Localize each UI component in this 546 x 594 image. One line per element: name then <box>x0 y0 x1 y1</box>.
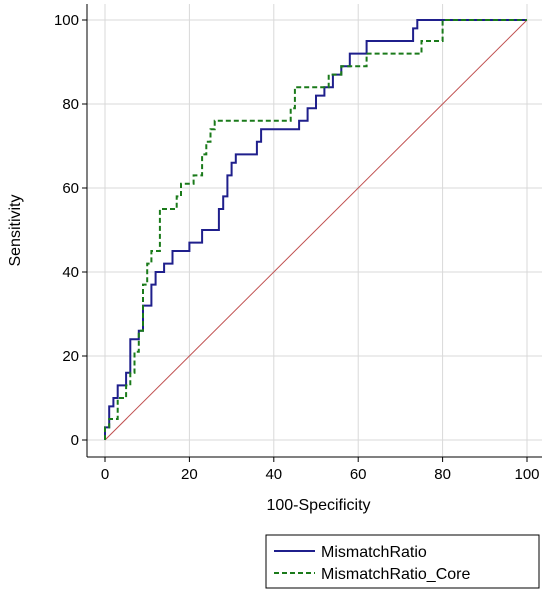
series-line-mismatchratio <box>104 19 527 440</box>
x-tick-label-3: 60 <box>350 466 367 483</box>
legend-label-0: MismatchRatio <box>321 544 427 561</box>
y-tick-label-4: 80 <box>62 96 79 113</box>
y-tick-label-1: 20 <box>62 348 79 365</box>
legend-box <box>265 534 540 589</box>
y-tick-label-5: 100 <box>54 12 79 29</box>
series-line-mismatchratio-core <box>104 19 527 440</box>
reference-line <box>104 19 528 441</box>
x-tick-label-1: 20 <box>181 466 198 483</box>
y-axis-label: Sensitivity <box>7 194 24 266</box>
x-axis-label: 100-Specificity <box>266 497 370 514</box>
tick-labels: 0 20 40 60 80 100 0 20 40 60 80 100 <box>54 12 540 483</box>
legend-label-1: MismatchRatio_Core <box>321 566 470 583</box>
reference-diagonal <box>104 19 528 441</box>
axes <box>86 4 542 458</box>
grid <box>87 4 542 457</box>
series-lines <box>104 19 527 440</box>
legend: MismatchRatio MismatchRatio_Core <box>265 534 540 589</box>
y-tick-label-3: 60 <box>62 180 79 197</box>
x-tick-label-4: 80 <box>434 466 451 483</box>
x-tick-label-2: 40 <box>265 466 282 483</box>
x-tick-label-5: 100 <box>514 466 539 483</box>
y-tick-label-2: 40 <box>62 264 79 281</box>
x-tick-label-0: 0 <box>101 466 109 483</box>
y-tick-label-0: 0 <box>71 432 79 449</box>
